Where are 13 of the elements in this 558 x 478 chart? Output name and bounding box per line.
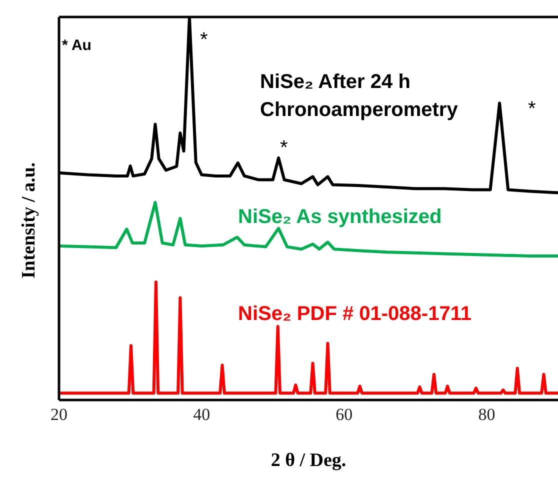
series-label: NiSe₂ PDF # 01-088-1711 bbox=[238, 302, 472, 327]
x-tick-label: 40 bbox=[193, 405, 210, 424]
x-tick-label: 80 bbox=[478, 405, 496, 424]
y-axis-title: Intensity / a.u. bbox=[18, 162, 40, 278]
x-tick-label: 20 bbox=[50, 405, 68, 424]
annotation: * Au bbox=[62, 36, 92, 56]
series-label: NiSe₂ After 24 h Chronoamperometry bbox=[260, 70, 459, 123]
series-label: NiSe₂ As synthesized bbox=[238, 205, 443, 230]
x-tick-label: 60 bbox=[336, 405, 353, 424]
annotation: * bbox=[280, 137, 288, 159]
x-axis-title: 2 θ / Deg. bbox=[270, 450, 346, 471]
annotation: * bbox=[528, 98, 536, 120]
annotation: * bbox=[200, 29, 208, 51]
